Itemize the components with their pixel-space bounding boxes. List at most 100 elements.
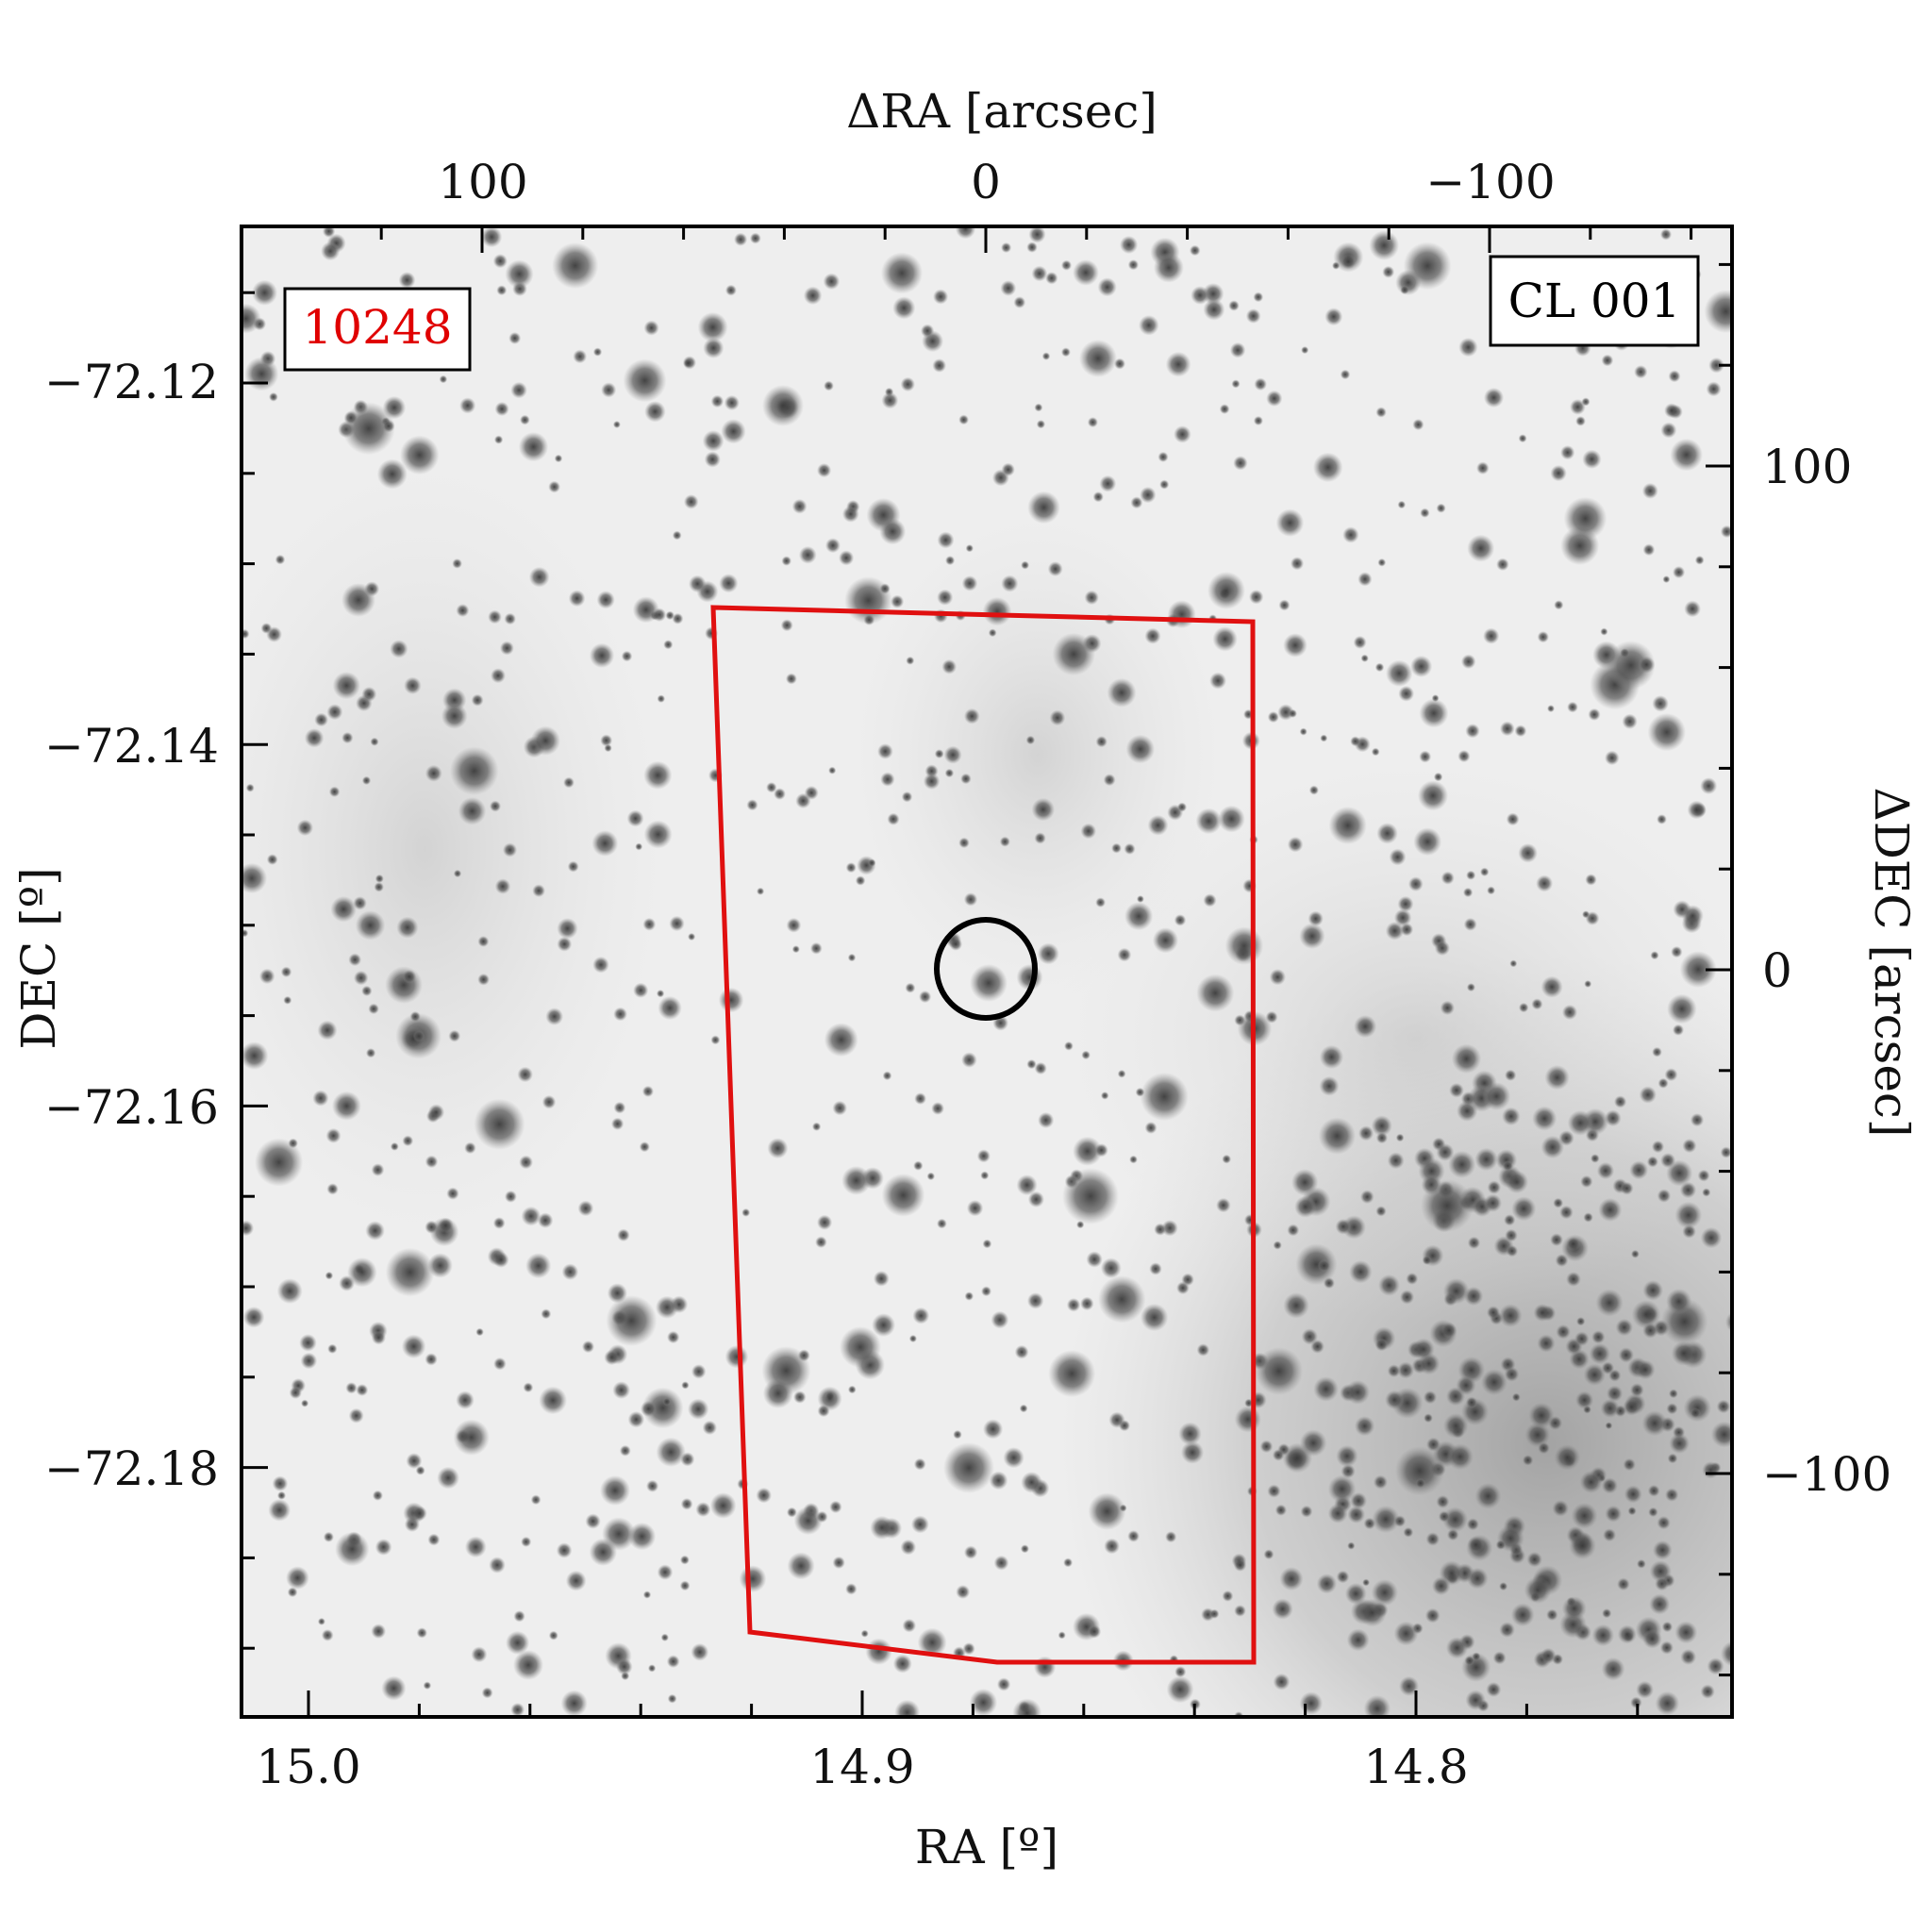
star <box>635 842 643 851</box>
star <box>409 1010 421 1023</box>
star <box>1253 415 1263 426</box>
star <box>1440 1000 1456 1016</box>
star <box>314 712 328 727</box>
star <box>1690 1407 1702 1419</box>
star <box>1158 451 1169 462</box>
star <box>1751 1173 1775 1197</box>
star <box>321 242 341 261</box>
star <box>326 1183 339 1195</box>
star <box>1700 777 1718 795</box>
star <box>1524 1576 1552 1605</box>
star <box>513 1650 543 1680</box>
star <box>304 728 325 748</box>
star <box>374 882 385 892</box>
star <box>1301 346 1309 355</box>
star <box>508 332 522 344</box>
star <box>1740 1533 1754 1546</box>
star <box>1486 1306 1501 1320</box>
star <box>341 731 354 744</box>
star <box>251 279 278 306</box>
star <box>1371 1579 1399 1607</box>
star <box>1021 560 1030 570</box>
star <box>964 1291 974 1301</box>
star <box>841 1165 872 1195</box>
star <box>375 874 384 884</box>
star <box>425 1155 439 1169</box>
star <box>1702 1461 1720 1479</box>
star <box>1095 736 1108 748</box>
star <box>382 419 395 433</box>
star <box>943 1442 994 1493</box>
star <box>600 1475 630 1506</box>
star <box>688 1398 709 1420</box>
star <box>1208 572 1245 609</box>
star <box>437 1466 459 1490</box>
star <box>855 875 866 886</box>
star <box>1660 422 1677 439</box>
star <box>934 749 944 759</box>
star <box>496 285 508 296</box>
faint-haze-region <box>1057 755 1732 1321</box>
star <box>1571 1502 1598 1529</box>
star <box>1147 814 1169 836</box>
star <box>1375 1132 1389 1144</box>
star <box>1357 572 1373 587</box>
star <box>1229 341 1246 358</box>
star <box>1605 1505 1623 1523</box>
star <box>1476 461 1490 475</box>
star <box>655 1295 679 1320</box>
star <box>1590 1154 1600 1163</box>
star <box>1203 893 1217 908</box>
star <box>1646 1156 1658 1168</box>
star <box>1486 1681 1502 1698</box>
star <box>1538 1441 1550 1455</box>
star <box>1591 1624 1615 1647</box>
star <box>1436 1142 1455 1161</box>
star <box>343 410 358 425</box>
star <box>1664 1488 1679 1502</box>
star <box>786 917 802 933</box>
star <box>1600 1398 1620 1418</box>
star <box>1583 1212 1593 1223</box>
star <box>1149 1262 1162 1275</box>
star <box>1574 1331 1590 1347</box>
star <box>1400 285 1409 295</box>
star <box>1316 1574 1338 1594</box>
star <box>697 311 728 342</box>
star <box>1127 259 1140 271</box>
star <box>474 1098 525 1150</box>
star <box>1853 1501 1872 1520</box>
star <box>1585 874 1597 886</box>
star <box>1442 1413 1469 1439</box>
top-tick-label: 100 <box>438 155 527 209</box>
star <box>1103 774 1116 787</box>
star <box>441 703 468 729</box>
star <box>989 1471 1008 1491</box>
star <box>1882 1382 1907 1407</box>
star <box>757 887 765 895</box>
star <box>1757 1327 1768 1339</box>
star <box>1319 1075 1340 1096</box>
star <box>627 1522 657 1551</box>
star <box>1278 599 1291 611</box>
star <box>621 650 633 662</box>
star <box>1436 503 1446 513</box>
star <box>1734 1287 1761 1314</box>
star <box>941 658 958 675</box>
star <box>539 1386 567 1415</box>
star <box>920 324 935 338</box>
star <box>1759 1626 1772 1639</box>
star <box>657 694 666 703</box>
star <box>289 1386 302 1400</box>
star <box>1287 836 1304 853</box>
star <box>1460 654 1476 670</box>
star <box>1259 1440 1274 1454</box>
star <box>933 289 949 305</box>
star <box>1720 1146 1732 1158</box>
star <box>1255 1347 1304 1395</box>
star <box>937 531 955 549</box>
star <box>1775 1539 1800 1563</box>
star <box>1299 1429 1327 1457</box>
star <box>510 1703 525 1717</box>
bottom-tick-label: 14.9 <box>809 1740 914 1794</box>
